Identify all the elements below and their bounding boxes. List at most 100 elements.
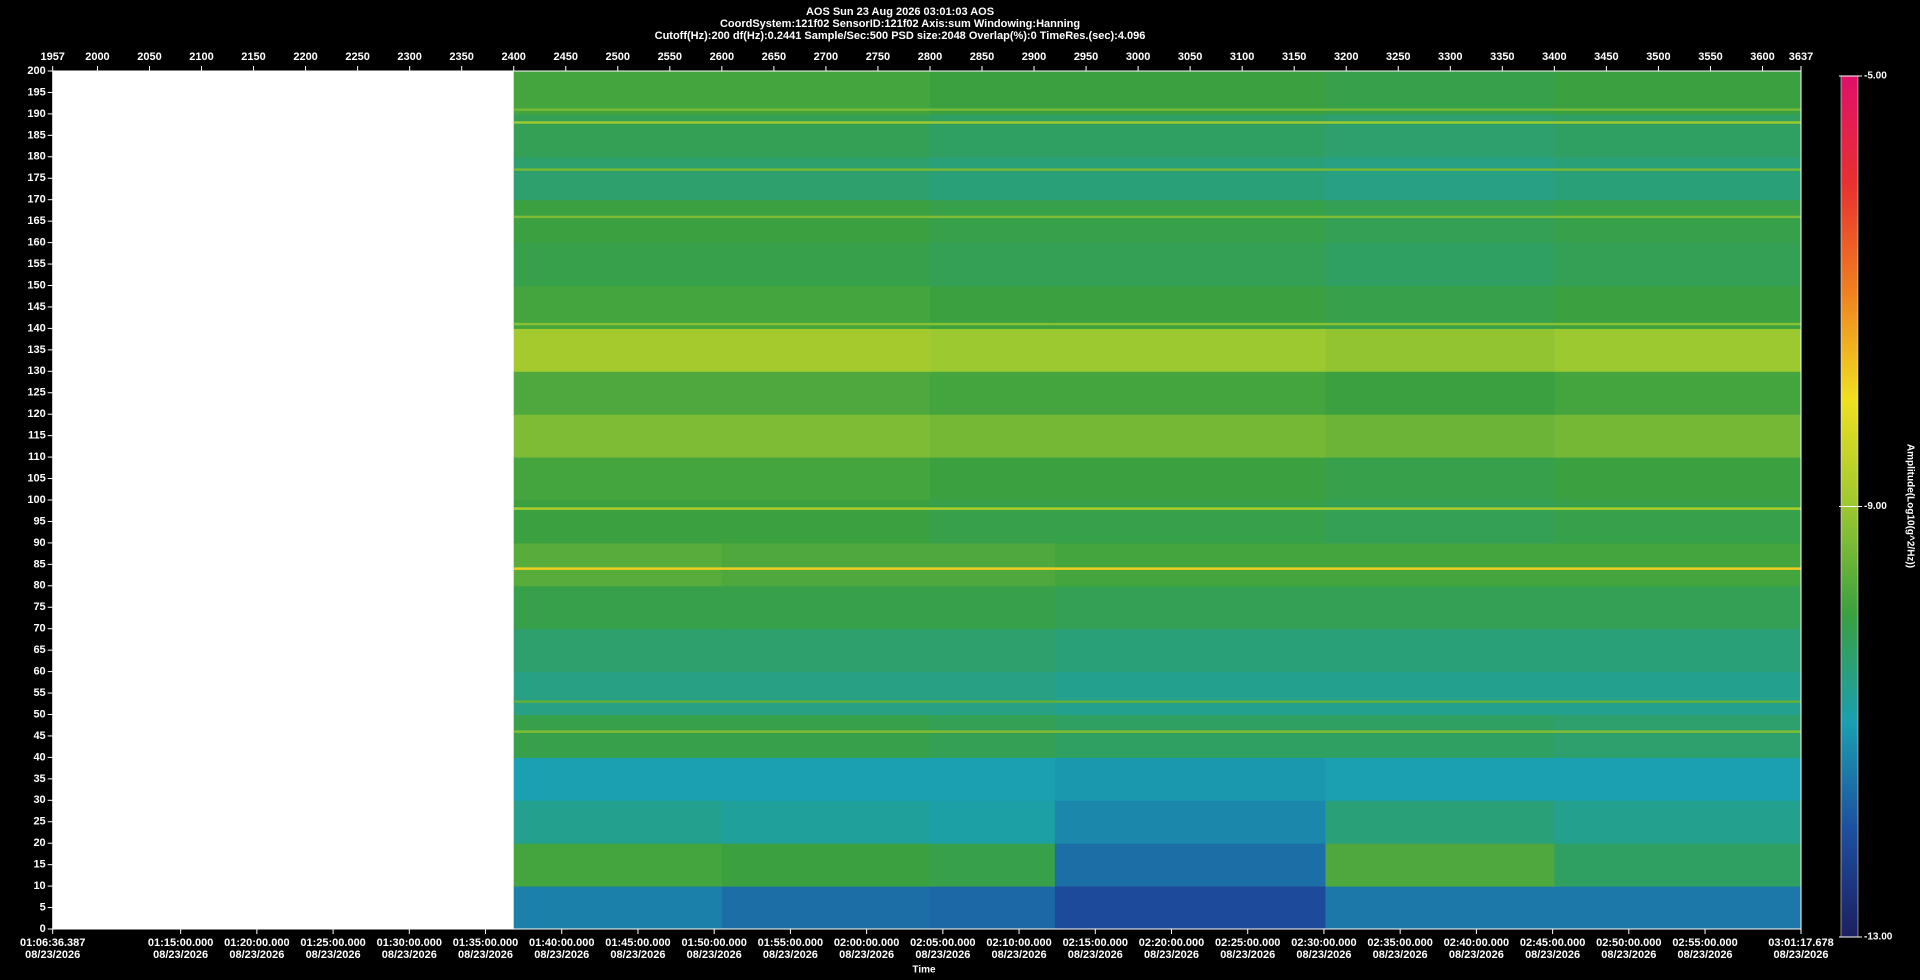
- x2-tick-date: 08/23/2026: [763, 949, 818, 961]
- spectrogram-cell: [1554, 285, 1802, 329]
- x2-tick-label: 02:05:00.000: [910, 937, 975, 949]
- y-tick-label: 190: [27, 108, 45, 120]
- x2-tick-label: 03:01:17.678: [1768, 937, 1833, 949]
- spectrogram-cell: [721, 500, 931, 544]
- x2-tick-date: 08/23/2026: [306, 949, 361, 961]
- x-tick-label: 2450: [554, 51, 578, 63]
- x-tick-label: 2400: [501, 51, 525, 63]
- x-tick-label: 2950: [1074, 51, 1098, 63]
- spectrogram-cell: [1554, 585, 1802, 630]
- x2-tick-date: 08/23/2026: [1144, 949, 1199, 961]
- y-tick-label: 170: [27, 194, 45, 206]
- y-tick-label: 20: [33, 837, 45, 849]
- spectrogram-cell: [929, 457, 1056, 501]
- spectrogram-cell: [1325, 328, 1555, 372]
- spectrogram-cell: [929, 71, 1056, 115]
- x-tick-label: 2300: [397, 51, 421, 63]
- spectrogram-cell: [513, 800, 723, 844]
- y-tick-label: 165: [27, 215, 45, 227]
- x2-tick-date: 08/23/2026: [1449, 949, 1504, 961]
- spectrogram-cell: [929, 757, 1056, 801]
- y-tick-label: 55: [33, 687, 45, 699]
- spectrogram-cell: [1325, 757, 1555, 801]
- x2-tick-label: 02:15:00.000: [1063, 937, 1128, 949]
- x-axis-label: Time: [912, 965, 936, 976]
- x-tick-label: 2500: [606, 51, 630, 63]
- x-tick-label: 3250: [1386, 51, 1410, 63]
- x-tick-label: 2000: [85, 51, 109, 63]
- spectrogram-cell: [1325, 886, 1555, 930]
- spectrogram-cell: [1325, 242, 1555, 286]
- spectrogram-cell: [1325, 371, 1555, 415]
- spectrogram-cell: [513, 371, 723, 415]
- spectrogram-cell: [1325, 199, 1555, 244]
- y-tick-label: 100: [27, 494, 45, 506]
- x-tick-label: 2750: [866, 51, 890, 63]
- spectrogram-cell: [1554, 671, 1802, 715]
- y-tick-label: 180: [27, 151, 45, 163]
- spectrogram-cell: [1325, 843, 1555, 887]
- x-tick-label: 3400: [1542, 51, 1566, 63]
- x-tick-label: 2200: [293, 51, 317, 63]
- x2-tick-label: 01:45:00.000: [605, 937, 670, 949]
- spectrogram-cell: [513, 757, 723, 801]
- spectrogram-cell: [1054, 285, 1326, 329]
- y-tick-label: 70: [33, 623, 45, 635]
- x-tick-label: 2700: [814, 51, 838, 63]
- y-tick-label: 130: [27, 365, 45, 377]
- spectrogram-cell: [1054, 714, 1326, 758]
- chart-title: AOS Sun 23 Aug 2026 03:01:03 AOS: [806, 6, 994, 18]
- spectrogram-cell: [1054, 800, 1326, 844]
- spectrogram-cell: [1054, 500, 1326, 544]
- y-tick-label: 85: [33, 558, 45, 570]
- x2-tick-label: 01:50:00.000: [681, 937, 746, 949]
- spectrogram-cell: [1325, 414, 1555, 458]
- spectrogram-cell: [513, 113, 723, 158]
- spectrogram-cell: [721, 800, 931, 844]
- spectrogram-cell: [1054, 843, 1326, 887]
- x2-tick-label: 02:50:00.000: [1596, 937, 1661, 949]
- x2-tick-label: 01:06:36.387: [20, 937, 85, 949]
- x2-tick-date: 08/23/2026: [1373, 949, 1428, 961]
- x2-tick-date: 08/23/2026: [610, 949, 665, 961]
- x2-tick-label: 02:00:00.000: [834, 937, 899, 949]
- spectrogram-cell: [929, 242, 1056, 286]
- y-tick-label: 175: [27, 172, 45, 184]
- x-tick-label: 2550: [658, 51, 682, 63]
- spectrogram-cell: [1325, 671, 1555, 715]
- spectrogram-cell: [721, 628, 931, 673]
- x2-tick-label: 01:55:00.000: [758, 937, 823, 949]
- spectrogram-cell: [1554, 242, 1802, 286]
- spectrogram-cell: [513, 714, 723, 758]
- spectrogram-cell: [513, 843, 723, 887]
- spectrogram-cell: [513, 886, 723, 930]
- spectrogram-cell: [1054, 542, 1326, 587]
- y-tick-label: 0: [40, 923, 46, 935]
- spectrogram-cell: [513, 542, 723, 587]
- spectrogram-cell: [721, 371, 931, 415]
- spectrogram-cell: [929, 800, 1056, 844]
- spectrogram-cell: [1554, 628, 1802, 673]
- x-tick-label: 2250: [345, 51, 369, 63]
- spectrogram-cell: [929, 371, 1056, 415]
- y-tick-label: 105: [27, 472, 45, 484]
- x2-tick-date: 08/23/2026: [1296, 949, 1351, 961]
- y-tick-label: 95: [33, 515, 45, 527]
- spectrogram-cell: [513, 414, 723, 458]
- x2-tick-label: 02:40:00.000: [1444, 937, 1509, 949]
- y-tick-label: 135: [27, 344, 45, 356]
- spectrogram-cell: [721, 285, 931, 329]
- y-tick-label: 25: [33, 816, 45, 828]
- x2-tick-date: 08/23/2026: [25, 949, 80, 961]
- spectrogram-cell: [513, 242, 723, 286]
- y-tick-label: 60: [33, 666, 45, 678]
- y-tick-label: 15: [33, 859, 45, 871]
- y-tick-label: 195: [27, 86, 45, 98]
- spectrogram-cell: [1554, 843, 1802, 887]
- spectrogram-cell: [929, 199, 1056, 244]
- spectrogram-cell: [513, 199, 723, 244]
- y-tick-label: 75: [33, 601, 45, 613]
- spectrogram-cell: [721, 843, 931, 887]
- x2-tick-date: 08/23/2026: [1678, 949, 1733, 961]
